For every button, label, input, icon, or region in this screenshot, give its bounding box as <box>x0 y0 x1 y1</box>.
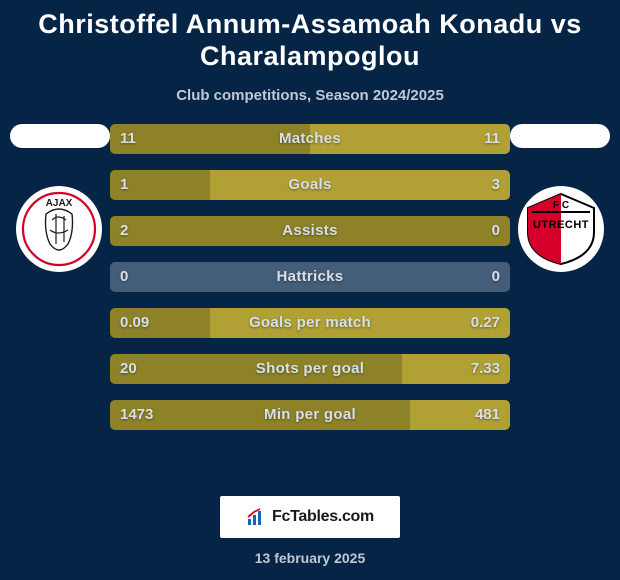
ajax-crest-icon: AJAX <box>20 190 98 268</box>
club-badge-right: F C UTRECHT <box>518 186 604 272</box>
subtitle: Club competitions, Season 2024/2025 <box>0 87 620 104</box>
metric-row: 0.090.27Goals per match <box>110 308 510 338</box>
metric-bar <box>110 216 510 246</box>
metric-bar <box>110 170 510 200</box>
footer-brand: FcTables.com <box>220 496 400 538</box>
metric-bar <box>110 124 510 154</box>
club-badge-left: AJAX <box>16 186 102 272</box>
utrecht-crest-name: UTRECHT <box>533 219 589 231</box>
utrecht-crest-fc: F C <box>553 200 569 211</box>
footer-date: 13 february 2025 <box>0 550 620 566</box>
metric-row: 1111Matches <box>110 124 510 154</box>
footer-brand-text: FcTables.com <box>272 508 374 526</box>
metric-rows: 1111Matches 13Goals 20Assists 00Hattricks 0.… <box>110 124 510 446</box>
metric-row: 207.33Shots per goal <box>110 354 510 384</box>
ajax-crest-text: AJAX <box>46 198 73 209</box>
player-pill-left <box>10 124 110 148</box>
metric-bar <box>110 262 510 292</box>
metric-bar <box>110 354 510 384</box>
metric-row: 20Assists <box>110 216 510 246</box>
page-title: Christoffel Annum-Assamoah Konadu vs Cha… <box>0 0 620 73</box>
comparison-chart: AJAX F C UTRECHT 1111Matches 13Goals 20Ass… <box>0 124 620 454</box>
metric-row: 13Goals <box>110 170 510 200</box>
metric-bar <box>110 400 510 430</box>
player-pill-right <box>510 124 610 148</box>
metric-bar <box>110 308 510 338</box>
utrecht-crest-icon: F C UTRECHT <box>522 190 600 268</box>
chart-icon <box>246 507 266 527</box>
metric-row: 1473481Min per goal <box>110 400 510 430</box>
metric-row: 00Hattricks <box>110 262 510 292</box>
